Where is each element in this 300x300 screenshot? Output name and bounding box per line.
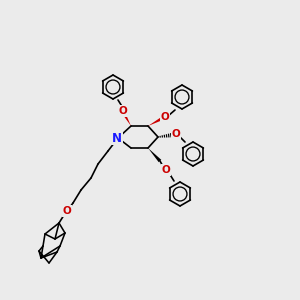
Text: O: O [63, 206, 71, 216]
Text: N: N [112, 131, 122, 145]
Text: O: O [160, 112, 169, 122]
Text: O: O [172, 129, 180, 139]
Polygon shape [148, 148, 161, 162]
Polygon shape [148, 116, 164, 126]
Text: O: O [162, 165, 170, 175]
Text: O: O [118, 106, 127, 116]
Polygon shape [122, 111, 131, 126]
